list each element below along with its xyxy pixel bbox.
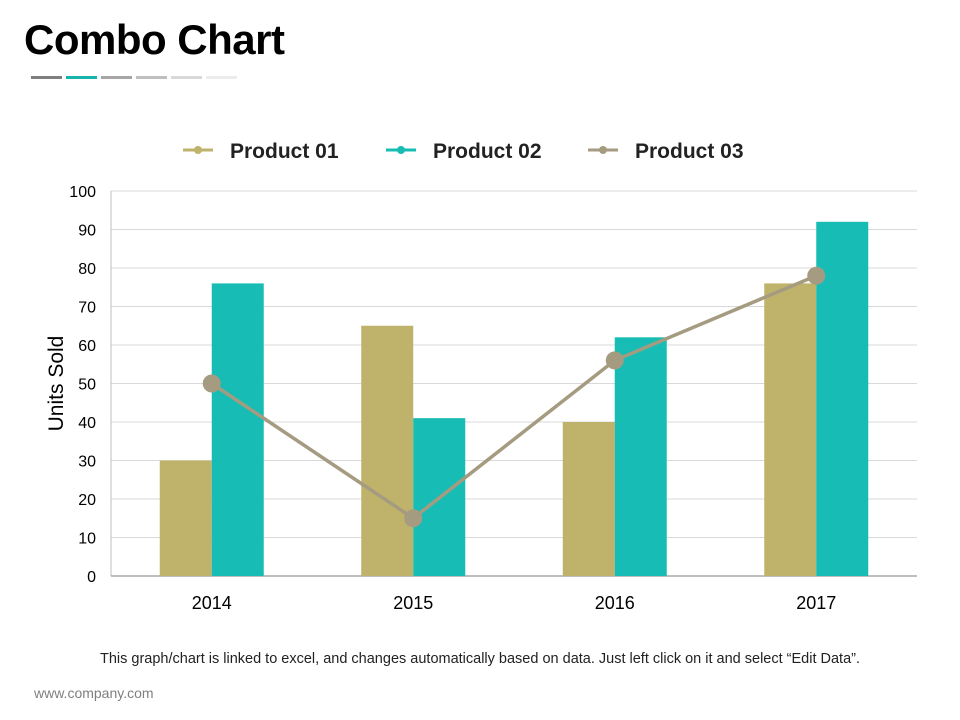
combo-chart[interactable]: 0 10 20 30 40 50 60 70 80 90 100 Units Sold 2014 2015…	[0, 0, 960, 640]
bar-product-01-2015[interactable]	[361, 325, 414, 576]
y-tick-label: 80	[78, 261, 96, 278]
x-tick-label: 2017	[796, 593, 836, 613]
bar-product-02-2016[interactable]	[614, 337, 667, 576]
y-tick-label: 40	[78, 415, 96, 432]
page-title: Combo Chart	[24, 16, 285, 63]
y-tick-label: 30	[78, 454, 96, 471]
y-tick-label: 50	[78, 377, 96, 394]
y-tick-label: 0	[87, 569, 96, 586]
x-tick-label: 2014	[192, 593, 232, 613]
point-product-03-2017[interactable]	[807, 266, 826, 285]
point-product-03-2016[interactable]	[605, 351, 624, 370]
legend-swatch-marker	[397, 146, 405, 154]
y-axis-title: Units Sold	[45, 336, 68, 432]
y-tick-label: 10	[78, 531, 96, 548]
website-url[interactable]: www.company.com	[34, 685, 154, 701]
point-product-03-2014[interactable]	[202, 374, 221, 393]
title-underline	[31, 76, 237, 79]
legend-label[interactable]: Product 02	[433, 140, 542, 163]
bar-product-01-2014[interactable]	[159, 460, 212, 577]
bar-product-01-2017[interactable]	[764, 283, 817, 576]
title-underline-segment	[136, 76, 167, 79]
point-product-03-2015[interactable]	[404, 509, 423, 528]
bar-product-02-2017[interactable]	[816, 221, 869, 577]
x-tick-label: 2016	[595, 593, 635, 613]
title-underline-segment	[66, 76, 97, 79]
y-tick-label: 60	[78, 338, 96, 355]
title-underline-segment	[31, 76, 62, 79]
bar-product-01-2016[interactable]	[562, 422, 615, 576]
title-underline-segment	[206, 76, 237, 79]
y-tick-label: 20	[78, 492, 96, 509]
legend-label[interactable]: Product 03	[635, 140, 744, 163]
title-underline-segment	[101, 76, 132, 79]
title-underline-segment	[171, 76, 202, 79]
x-tick-label: 2015	[393, 593, 433, 613]
legend-label[interactable]: Product 01	[230, 140, 339, 163]
y-tick-label: 100	[69, 184, 96, 201]
y-tick-label: 70	[78, 300, 96, 317]
bar-product-02-2014[interactable]	[211, 283, 264, 576]
line-product-03[interactable]	[210, 274, 817, 521]
y-tick-label: 90	[78, 223, 96, 240]
footnote: This graph/chart is linked to excel, and…	[99, 651, 861, 667]
legend-swatch-marker	[599, 146, 607, 154]
legend-swatch-marker	[194, 146, 202, 154]
